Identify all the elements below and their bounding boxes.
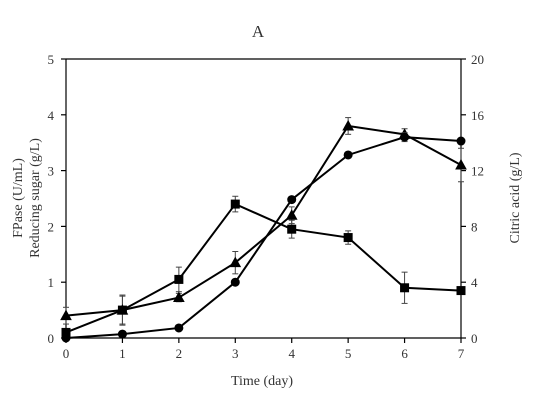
x-tick-label: 3 (232, 346, 239, 361)
right-y-tick-label: 12 (471, 164, 484, 179)
x-tick-label: 2 (176, 346, 183, 361)
series-layer (60, 117, 467, 343)
data-point-triangle (455, 158, 467, 170)
data-point-triangle (116, 304, 129, 315)
right-y-tick-label: 20 (471, 52, 484, 67)
left-y-tick-label: 1 (48, 275, 55, 290)
data-point-circle (400, 132, 410, 142)
data-point-square (230, 199, 240, 209)
data-point-circle (174, 323, 184, 333)
left-y-tick-label: 5 (48, 52, 55, 67)
data-point-triangle (60, 309, 72, 321)
data-point-triangle (229, 256, 242, 268)
left-y-tick-label: 4 (48, 108, 55, 123)
x-tick-label: 0 (63, 346, 70, 361)
x-axis-ticks: 0 1 2 3 4 5 6 7 (63, 338, 465, 361)
left-y-tick-label: 0 (48, 331, 55, 346)
series-circle (61, 132, 466, 343)
x-tick-label: 7 (458, 346, 465, 361)
data-point-circle (117, 329, 127, 339)
right-y-axis-label-text: Citric acid (g/L) (508, 152, 523, 243)
data-point-circle (343, 150, 353, 160)
right-y-tick-label: 4 (471, 275, 478, 290)
x-tick-label: 4 (288, 346, 295, 361)
x-axis-label: Time (day) (231, 374, 293, 389)
data-point-square (343, 233, 353, 243)
data-point-triangle (342, 119, 354, 131)
data-point-circle (456, 136, 466, 146)
right-y-tick-label: 8 (471, 219, 478, 234)
left-y-tick-label: 3 (48, 164, 55, 179)
left-y-axis-ticks: 0 1 2 3 4 5 (48, 52, 66, 346)
data-point-square (400, 283, 410, 293)
data-point-square (174, 274, 184, 284)
data-point-triangle (285, 209, 298, 220)
right-y-tick-label: 16 (471, 108, 485, 123)
series-triangle (60, 117, 467, 325)
data-point-circle (230, 277, 240, 287)
left-y-axis-label: FPase (U/mL) Reducing sugar (g/L) (11, 138, 43, 258)
chart-title: A (252, 22, 265, 41)
series-line-circle (65, 136, 462, 339)
data-point-circle (61, 333, 71, 343)
left-y-axis-label-line-2: Reducing sugar (g/L) (28, 138, 43, 258)
data-point-triangle (173, 291, 185, 303)
x-tick-label: 6 (401, 346, 408, 361)
right-y-tick-label: 0 (471, 331, 478, 346)
data-point-circle (287, 195, 297, 205)
series-line-square (65, 202, 462, 334)
left-y-tick-label: 2 (48, 219, 55, 234)
left-y-axis-label-line-1: FPase (U/mL) (11, 158, 26, 238)
right-y-axis-ticks: 0 4 8 12 16 20 (461, 52, 485, 346)
x-tick-label: 5 (345, 346, 352, 361)
right-y-axis-label: Citric acid (g/L) (508, 152, 523, 243)
x-tick-label: 1 (119, 346, 126, 361)
data-point-square (456, 286, 466, 296)
data-point-square (287, 224, 297, 234)
series-line-triangle (65, 124, 462, 317)
